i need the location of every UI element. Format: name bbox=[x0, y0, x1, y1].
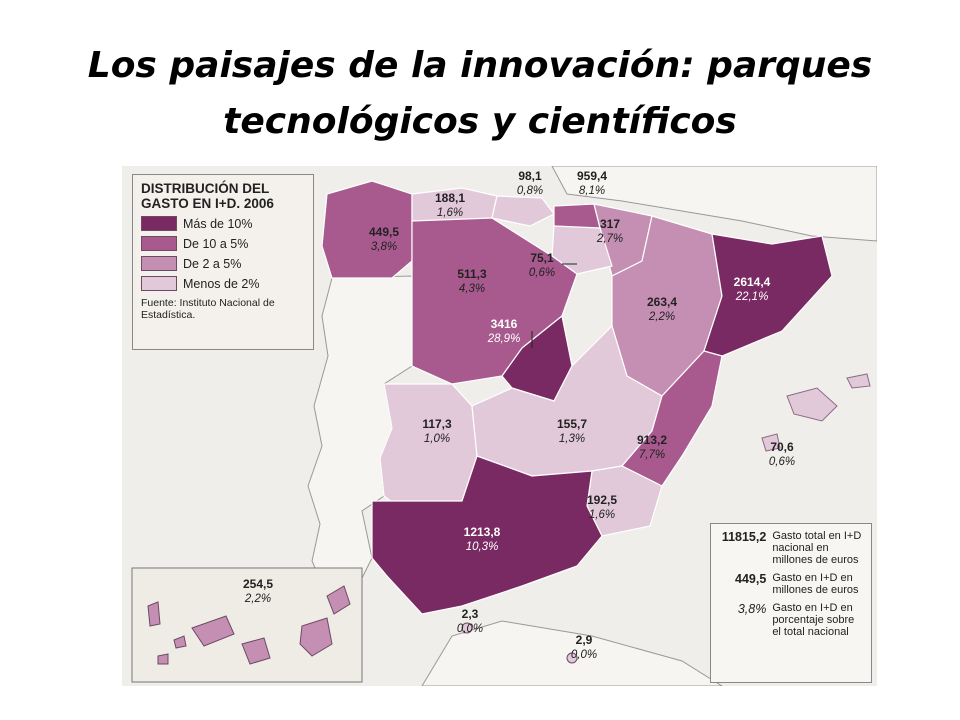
region-canarias-tenerife bbox=[191, 615, 235, 647]
region-canarias-hierro bbox=[157, 653, 169, 665]
legend-label: Más de 10% bbox=[183, 216, 253, 231]
legend-item: De 10 a 5% bbox=[141, 236, 305, 251]
region-cataluna bbox=[703, 233, 833, 357]
region-amount-label: 317 bbox=[600, 217, 620, 231]
region-ceuta bbox=[461, 622, 473, 634]
region-cantabria bbox=[491, 195, 555, 227]
region-percent-label: 2,2% bbox=[648, 311, 675, 323]
region-percent-label: 4,3% bbox=[459, 283, 485, 295]
legend-item: De 2 a 5% bbox=[141, 256, 305, 271]
legend: DISTRIBUCIÓN DEL GASTO EN I+D. 2006 Más … bbox=[132, 174, 314, 350]
region-baleares-menorca bbox=[846, 373, 871, 389]
region-canarias-lanzarote bbox=[326, 585, 351, 615]
spain-map: 449,5 3,8% 188,1 1,6% 98,1 0,8% 959,4 8,1% 317 2,… bbox=[122, 166, 877, 686]
legend-source: Fuente: Instituto Nacional de Estadístic… bbox=[141, 297, 275, 321]
key-item: 3,8% Gasto en I+D en porcentaje sobre el… bbox=[719, 602, 863, 638]
region-amount-label: 2,3 bbox=[462, 607, 479, 621]
region-percent-label: 2,7% bbox=[596, 233, 623, 245]
legend-item: Más de 10% bbox=[141, 216, 305, 231]
legend-swatch bbox=[141, 236, 177, 251]
region-baleares bbox=[786, 387, 838, 422]
region-percent-label: 1,6% bbox=[437, 207, 463, 219]
region-amount-label: 70,6 bbox=[770, 440, 794, 454]
region-percent-label: 1,6% bbox=[589, 509, 615, 521]
region-percent-label: 22,1% bbox=[735, 291, 769, 303]
region-percent-label: 0,8% bbox=[517, 185, 543, 197]
region-percent-label: 3,8% bbox=[371, 241, 397, 253]
region-amount-label: 192,5 bbox=[587, 493, 617, 507]
legend-title: DISTRIBUCIÓN DEL GASTO EN I+D. 2006 bbox=[141, 181, 274, 211]
map-container: 449,5 3,8% 188,1 1,6% 98,1 0,8% 959,4 8,1% 317 2,… bbox=[122, 166, 877, 686]
legend-swatch bbox=[141, 256, 177, 271]
region-galicia bbox=[321, 180, 413, 279]
legend-label: De 2 a 5% bbox=[183, 256, 242, 271]
region-percent-label: 0,6% bbox=[769, 456, 795, 468]
region-amount-label: 263,4 bbox=[647, 295, 677, 309]
key-text: Gasto total en I+D nacional en millones … bbox=[772, 530, 862, 566]
region-amount-label: 3416 bbox=[491, 317, 518, 331]
region-extremadura bbox=[379, 383, 478, 507]
region-amount-label: 2614,4 bbox=[734, 275, 771, 289]
region-la-rioja bbox=[551, 225, 613, 275]
region-amount-label: 511,3 bbox=[457, 267, 487, 281]
region-amount-label: 98,1 bbox=[518, 169, 542, 183]
region-amount-label: 254,5 bbox=[243, 577, 273, 591]
region-amount-label: 449,5 bbox=[369, 225, 399, 239]
region-amount-label: 959,4 bbox=[577, 169, 607, 183]
region-amount-label: 155,7 bbox=[557, 417, 587, 431]
france-land bbox=[551, 166, 877, 242]
region-percent-label: 0,6% bbox=[529, 267, 555, 279]
key-value: 449,5 bbox=[735, 572, 767, 586]
region-percent-label: 1,0% bbox=[424, 433, 450, 445]
region-percent-label: 0,0% bbox=[571, 649, 597, 661]
key-text: Gasto en I+D en porcentaje sobre el tota… bbox=[772, 602, 855, 638]
region-andalucia bbox=[371, 455, 603, 615]
region-percent-label: 10,3% bbox=[466, 541, 499, 553]
legend-swatch bbox=[141, 276, 177, 291]
map-key: 11815,2 Gasto total en I+D nacional en m… bbox=[710, 523, 872, 683]
region-melilla bbox=[566, 652, 578, 664]
legend-item: Menos de 2% bbox=[141, 276, 305, 291]
region-canarias-gomera bbox=[173, 635, 187, 649]
slide-title: Los paisajes de la innovación: parques t… bbox=[87, 45, 873, 142]
key-item: 449,5 Gasto en I+D en millones de euros bbox=[719, 572, 863, 596]
region-amount-label: 117,3 bbox=[422, 417, 452, 431]
region-percent-label: 7,7% bbox=[639, 449, 665, 461]
region-amount-label: 913,2 bbox=[637, 433, 667, 447]
region-amount-label: 188,1 bbox=[435, 191, 465, 205]
region-amount-label: 2,9 bbox=[576, 633, 593, 647]
region-percent-label: 2,2% bbox=[244, 593, 271, 605]
legend-label: Menos de 2% bbox=[183, 276, 260, 291]
legend-swatch bbox=[141, 216, 177, 231]
key-item: 11815,2 Gasto total en I+D nacional en m… bbox=[719, 530, 863, 566]
legend-label: De 10 a 5% bbox=[183, 236, 249, 251]
region-percent-label: 1,3% bbox=[559, 433, 585, 445]
region-canarias-la-palma bbox=[147, 601, 161, 627]
key-value: 3,8% bbox=[737, 602, 767, 616]
region-valencia bbox=[621, 350, 723, 487]
region-canarias-gran-canaria bbox=[241, 637, 271, 665]
key-text: Gasto en I+D en millones de euros bbox=[772, 572, 859, 596]
region-baleares-ibiza bbox=[761, 433, 781, 452]
region-percent-label: 0,0% bbox=[457, 623, 483, 635]
region-amount-label: 75,1 bbox=[530, 251, 554, 265]
region-labels: 449,5 3,8% 188,1 1,6% 98,1 0,8% 959,4 8,1% 317 2,… bbox=[243, 169, 795, 661]
key-value: 11815,2 bbox=[721, 530, 767, 544]
region-amount-label: 1213,8 bbox=[464, 525, 501, 539]
region-percent-label: 28,9% bbox=[487, 333, 521, 345]
region-percent-label: 8,1% bbox=[579, 185, 605, 197]
region-canarias-fuerteventura bbox=[299, 617, 333, 657]
